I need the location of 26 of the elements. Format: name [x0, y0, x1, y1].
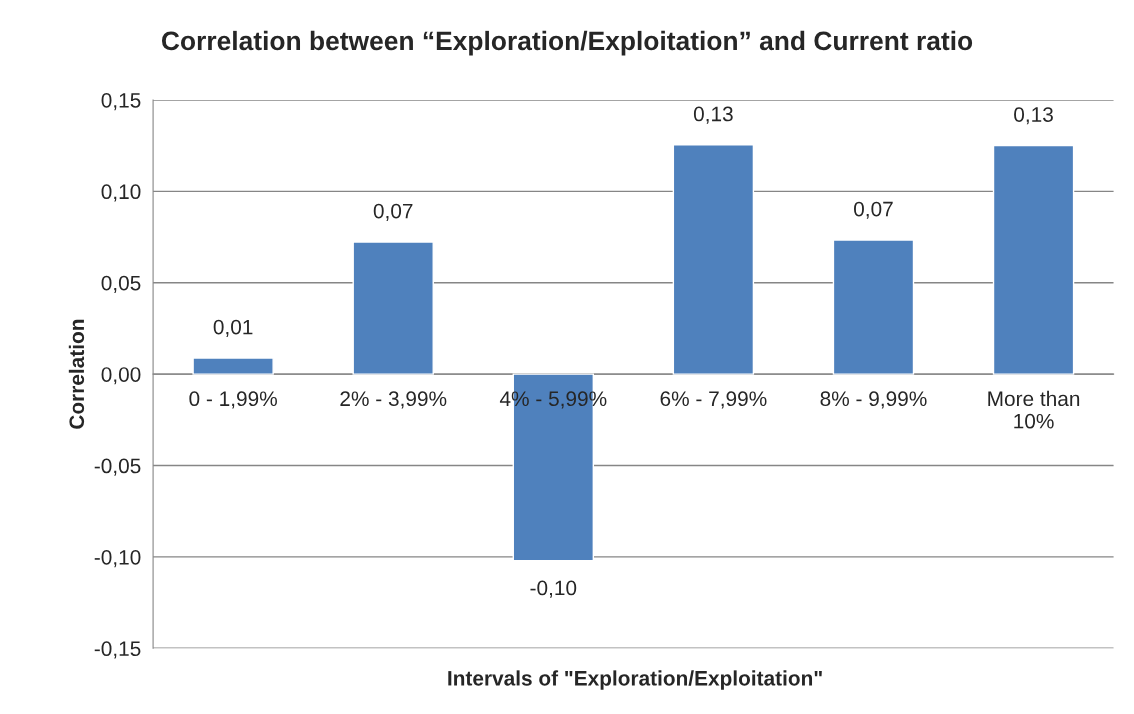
y-tick-label: -0,10 — [94, 549, 141, 568]
data-label: 0,13 — [693, 106, 733, 124]
y-tick-label: -0,15 — [94, 641, 141, 659]
bar — [352, 241, 434, 375]
x-tick-label: 6% - 7,99% — [660, 391, 767, 409]
x-tick-label: 0 - 1,99% — [189, 391, 277, 409]
bar — [672, 144, 755, 375]
y-tick-label: 0,05 — [101, 275, 141, 293]
data-label: 0,07 — [373, 203, 413, 221]
data-label: 0,01 — [213, 319, 253, 337]
bar — [992, 144, 1075, 375]
bar — [192, 357, 274, 375]
data-label: 0,13 — [1014, 107, 1053, 125]
y-tick-label: -0,05 — [94, 458, 141, 476]
y-tick-label: 0,15 — [101, 92, 141, 111]
y-tick-label: 0,10 — [101, 184, 141, 202]
bar — [832, 239, 915, 375]
x-tick-label: 2% - 3,99% — [340, 391, 447, 409]
x-tick-label: 8% - 9,99% — [820, 391, 927, 409]
y-tick-label: 0,00 — [101, 367, 141, 385]
y-axis-title: Correlation — [68, 319, 85, 429]
x-axis-title: Intervals of "Exploration/Exploitation" — [448, 670, 822, 690]
chart-title: Correlation between “Exploration/Exploitation” and Current ratio — [161, 30, 973, 56]
data-label: -0,10 — [530, 580, 577, 598]
data-label: 0,07 — [854, 201, 893, 219]
x-tick-label: More than 10% — [988, 390, 1080, 429]
